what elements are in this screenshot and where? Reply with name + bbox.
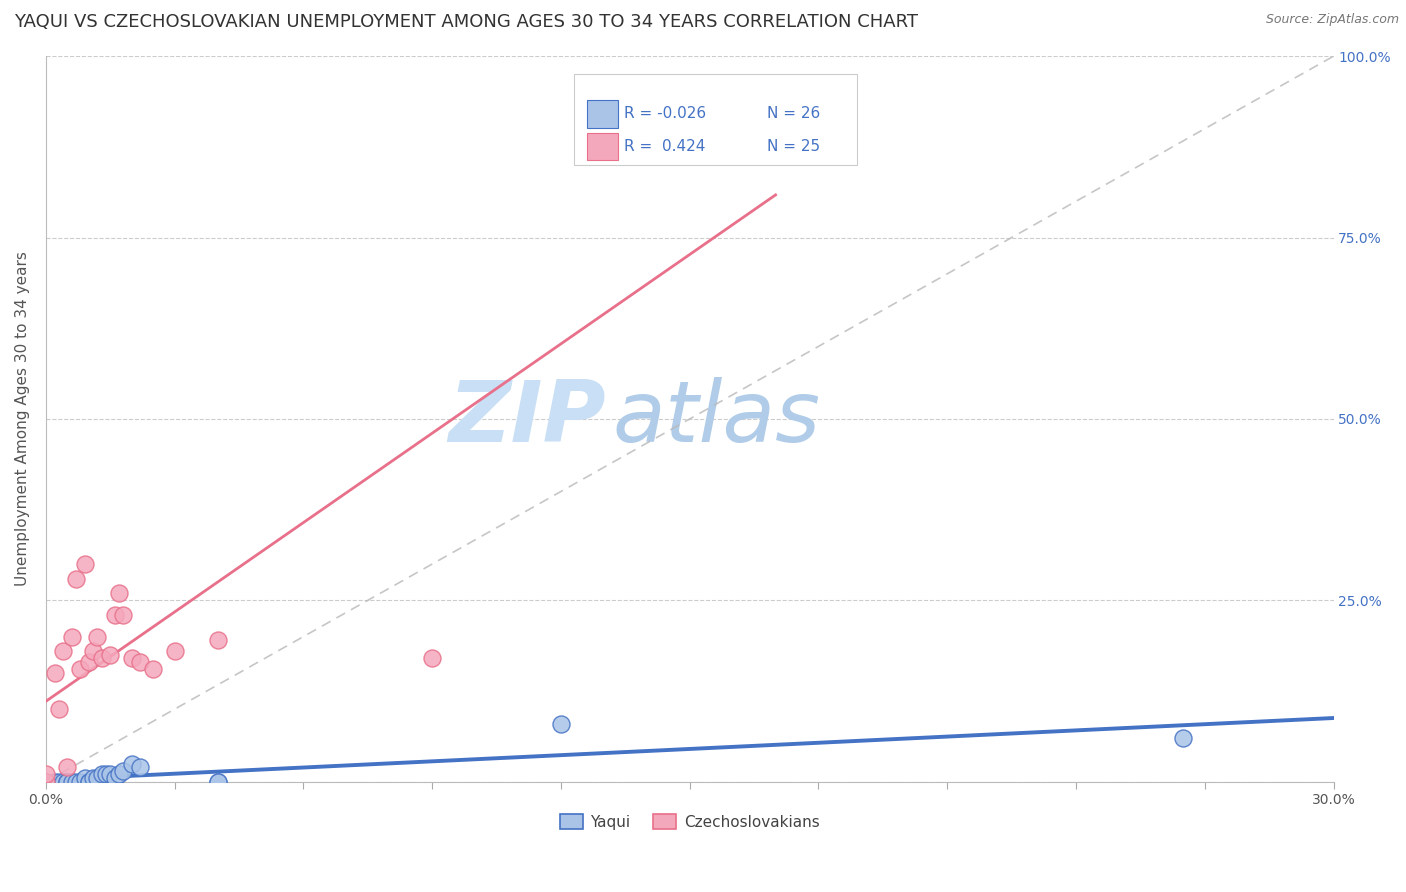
Point [44, 774, 66, 789]
Point [73, 557, 96, 571]
Point [86, 771, 108, 785]
Point [108, 586, 131, 600]
Point [129, 655, 152, 669]
Point [207, 774, 229, 789]
Point [82, 644, 104, 658]
Point [82, 771, 104, 785]
Point [121, 756, 143, 771]
Point [207, 633, 229, 648]
Point [56, 774, 79, 789]
Point [77, 774, 100, 789]
Point [44, 665, 66, 680]
Legend: Yaqui, Czechoslovakians: Yaqui, Czechoslovakians [554, 807, 825, 836]
Point [94, 767, 117, 781]
Point [550, 716, 572, 731]
Point [112, 764, 135, 778]
Point [104, 771, 127, 785]
Point [86, 630, 108, 644]
Point [112, 607, 135, 622]
Point [1173, 731, 1195, 745]
Point [142, 662, 165, 676]
Text: R =  0.424: R = 0.424 [624, 139, 706, 153]
FancyBboxPatch shape [586, 133, 617, 161]
Point [104, 607, 127, 622]
Point [65, 774, 87, 789]
Point [163, 644, 186, 658]
Point [52, 644, 75, 658]
Point [35, 767, 58, 781]
Text: N = 26: N = 26 [768, 106, 820, 121]
Point [207, 774, 229, 789]
Point [69, 662, 91, 676]
FancyBboxPatch shape [586, 100, 617, 128]
Point [121, 651, 143, 665]
Point [420, 651, 443, 665]
Text: N = 25: N = 25 [768, 139, 820, 153]
Point [77, 774, 100, 789]
Point [65, 572, 87, 586]
Text: atlas: atlas [613, 377, 821, 460]
Point [56, 760, 79, 774]
Point [77, 655, 100, 669]
Text: Source: ZipAtlas.com: Source: ZipAtlas.com [1265, 13, 1399, 27]
Point [98, 767, 121, 781]
Point [48, 702, 70, 716]
Y-axis label: Unemployment Among Ages 30 to 34 years: Unemployment Among Ages 30 to 34 years [15, 252, 30, 586]
Point [108, 767, 131, 781]
Point [129, 760, 152, 774]
Point [48, 774, 70, 789]
Point [73, 771, 96, 785]
Text: ZIP: ZIP [449, 377, 606, 460]
Point [52, 774, 75, 789]
Point [98, 648, 121, 662]
Point [35, 774, 58, 789]
Text: YAQUI VS CZECHOSLOVAKIAN UNEMPLOYMENT AMONG AGES 30 TO 34 YEARS CORRELATION CHAR: YAQUI VS CZECHOSLOVAKIAN UNEMPLOYMENT AM… [14, 13, 918, 31]
Point [90, 767, 112, 781]
Point [60, 774, 83, 789]
Point [35, 774, 58, 789]
Text: R = -0.026: R = -0.026 [624, 106, 706, 121]
FancyBboxPatch shape [574, 74, 858, 165]
Point [90, 651, 112, 665]
Point [56, 774, 79, 789]
Point [69, 774, 91, 789]
Point [60, 630, 83, 644]
Point [679, 107, 702, 121]
